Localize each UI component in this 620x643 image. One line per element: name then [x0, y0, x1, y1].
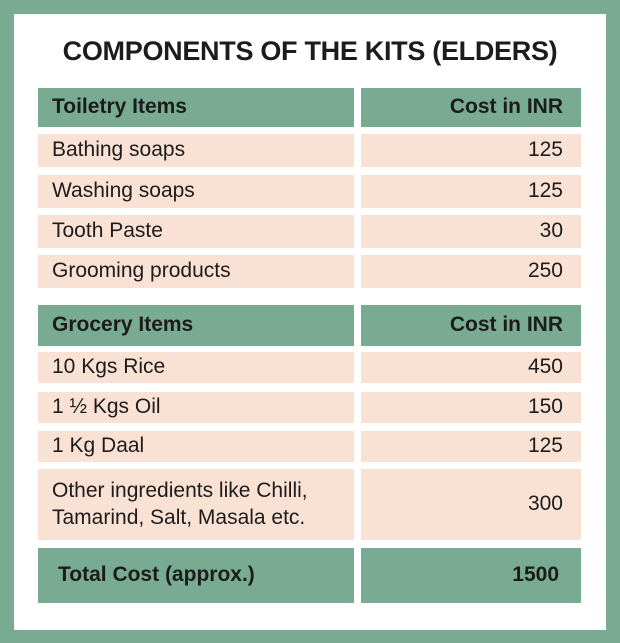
cost-cell: 450 [361, 352, 581, 383]
cost-cell: 250 [361, 255, 581, 288]
header-cell: Toiletry Items [38, 88, 354, 127]
item-cell: Tooth Paste [38, 215, 354, 248]
item-cell: 10 Kgs Rice [38, 352, 354, 383]
total-label: Total Cost (approx.) [38, 548, 354, 603]
item-cell: Grooming products [38, 255, 354, 288]
header-cell: Grocery Items [38, 305, 354, 346]
card: COMPONENTS OF THE KITS (ELDERS) Toiletry… [14, 14, 606, 630]
cost-cell: 125 [361, 175, 581, 208]
cost-cell: 300 [361, 469, 581, 540]
item-cell: 1 Kg Daal [38, 431, 354, 462]
cost-cell: 125 [361, 134, 581, 167]
title: COMPONENTS OF THE KITS (ELDERS) [62, 36, 558, 66]
item-cell: 1 ½ Kgs Oil [38, 392, 354, 423]
item-cell: Washing soaps [38, 175, 354, 208]
cost-cell: 125 [361, 431, 581, 462]
total-value: 1500 [361, 548, 581, 603]
cost-cell: 150 [361, 392, 581, 423]
cost-cell: 30 [361, 215, 581, 248]
item-cell: Bathing soaps [38, 134, 354, 167]
header-cell: Cost in INR [361, 305, 581, 346]
item-cell: Other ingredients like Chilli, Tamarind,… [38, 469, 354, 540]
header-cell: Cost in INR [361, 88, 581, 127]
